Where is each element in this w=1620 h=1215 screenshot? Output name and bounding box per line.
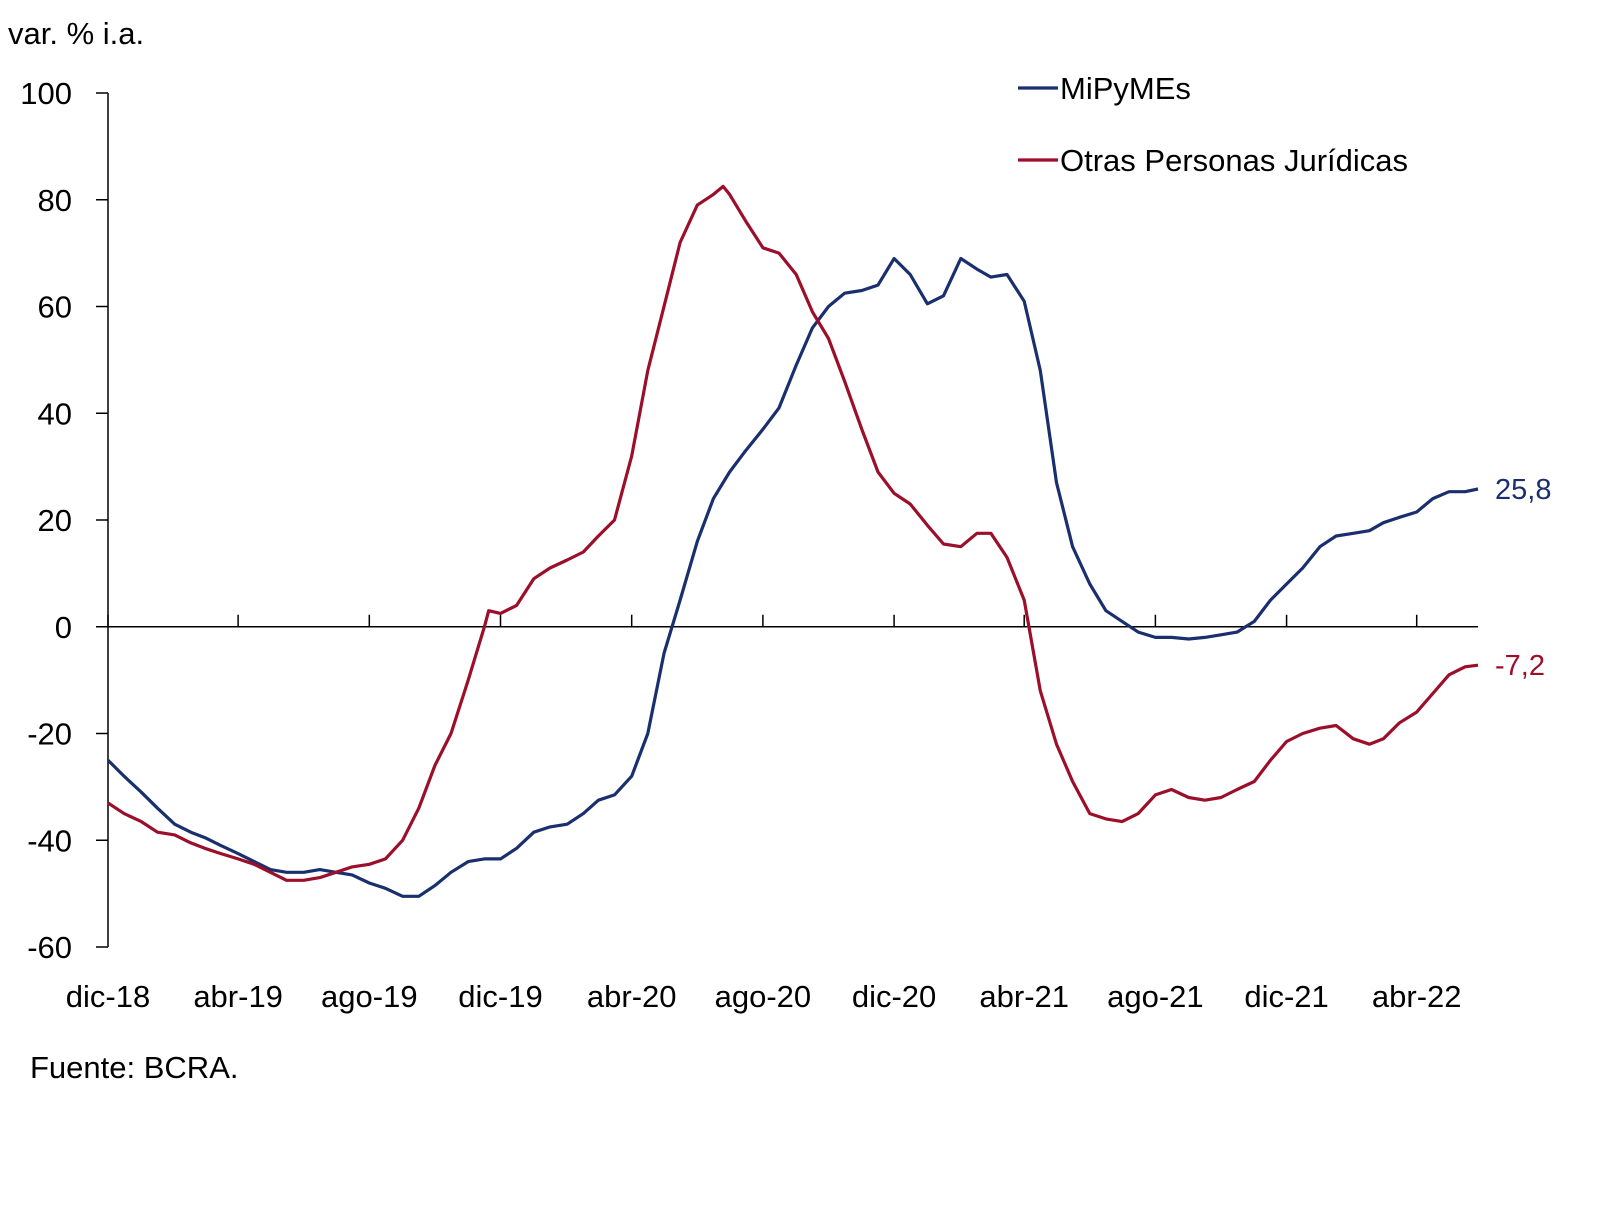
series-line-1 bbox=[107, 184, 1479, 882]
y-tick-label: 20 bbox=[38, 503, 72, 538]
source-note: Fuente: BCRA. bbox=[30, 1050, 238, 1085]
y-tick-label: -60 bbox=[27, 930, 72, 965]
series-lines: 25,8 -7,2 bbox=[106, 184, 1551, 898]
x-tick-label: abr-22 bbox=[1372, 979, 1462, 1014]
legend-label: Otras Personas Jurídicas bbox=[1060, 143, 1408, 178]
x-tick-label: abr-19 bbox=[193, 979, 283, 1014]
y-axis: 100 80 60 40 20 0 -20 -40 -60 bbox=[20, 76, 109, 965]
x-tick-label: ago-19 bbox=[321, 979, 418, 1014]
end-value-label: 25,8 bbox=[1495, 474, 1551, 506]
y-axis-label: var. % i.a. bbox=[8, 16, 144, 51]
legend: MiPyMEs Otras Personas Jurídicas bbox=[1018, 71, 1408, 178]
legend-label: MiPyMEs bbox=[1060, 71, 1191, 106]
x-tick-label: dic-20 bbox=[852, 979, 936, 1014]
x-tick-label: dic-21 bbox=[1244, 979, 1328, 1014]
y-tick-label: 0 bbox=[55, 610, 72, 645]
y-tick-label: -20 bbox=[27, 717, 72, 752]
y-tick-label: 100 bbox=[20, 76, 72, 111]
x-tick-label: ago-21 bbox=[1107, 979, 1204, 1014]
series-line-0 bbox=[106, 256, 1479, 898]
x-tick-label: abr-21 bbox=[979, 979, 1069, 1014]
y-tick-label: 80 bbox=[38, 183, 72, 218]
x-tick-label: dic-18 bbox=[66, 979, 150, 1014]
y-tick-label: -40 bbox=[27, 823, 72, 858]
x-tick-label: ago-20 bbox=[715, 979, 812, 1014]
y-tick-label: 40 bbox=[38, 396, 72, 431]
y-tick-label: 60 bbox=[38, 290, 72, 325]
x-tick-label: dic-19 bbox=[458, 979, 542, 1014]
x-tick-label: abr-20 bbox=[587, 979, 677, 1014]
end-value-label: -7,2 bbox=[1495, 650, 1545, 682]
x-axis: dic-18 abr-19 ago-19 dic-19 abr-20 ago-20 dic-… bbox=[66, 614, 1478, 1014]
